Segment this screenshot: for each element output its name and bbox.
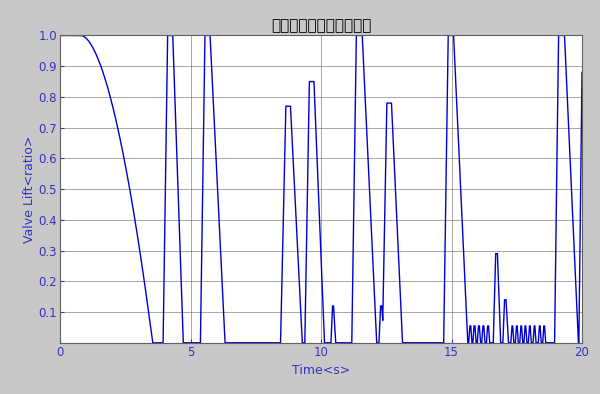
X-axis label: Time<s>: Time<s> [292, 364, 350, 377]
Title: 逆止弁開度の時刻歴結果: 逆止弁開度の時刻歴結果 [271, 18, 371, 33]
Y-axis label: Valve Lift<ratio>: Valve Lift<ratio> [23, 136, 36, 243]
